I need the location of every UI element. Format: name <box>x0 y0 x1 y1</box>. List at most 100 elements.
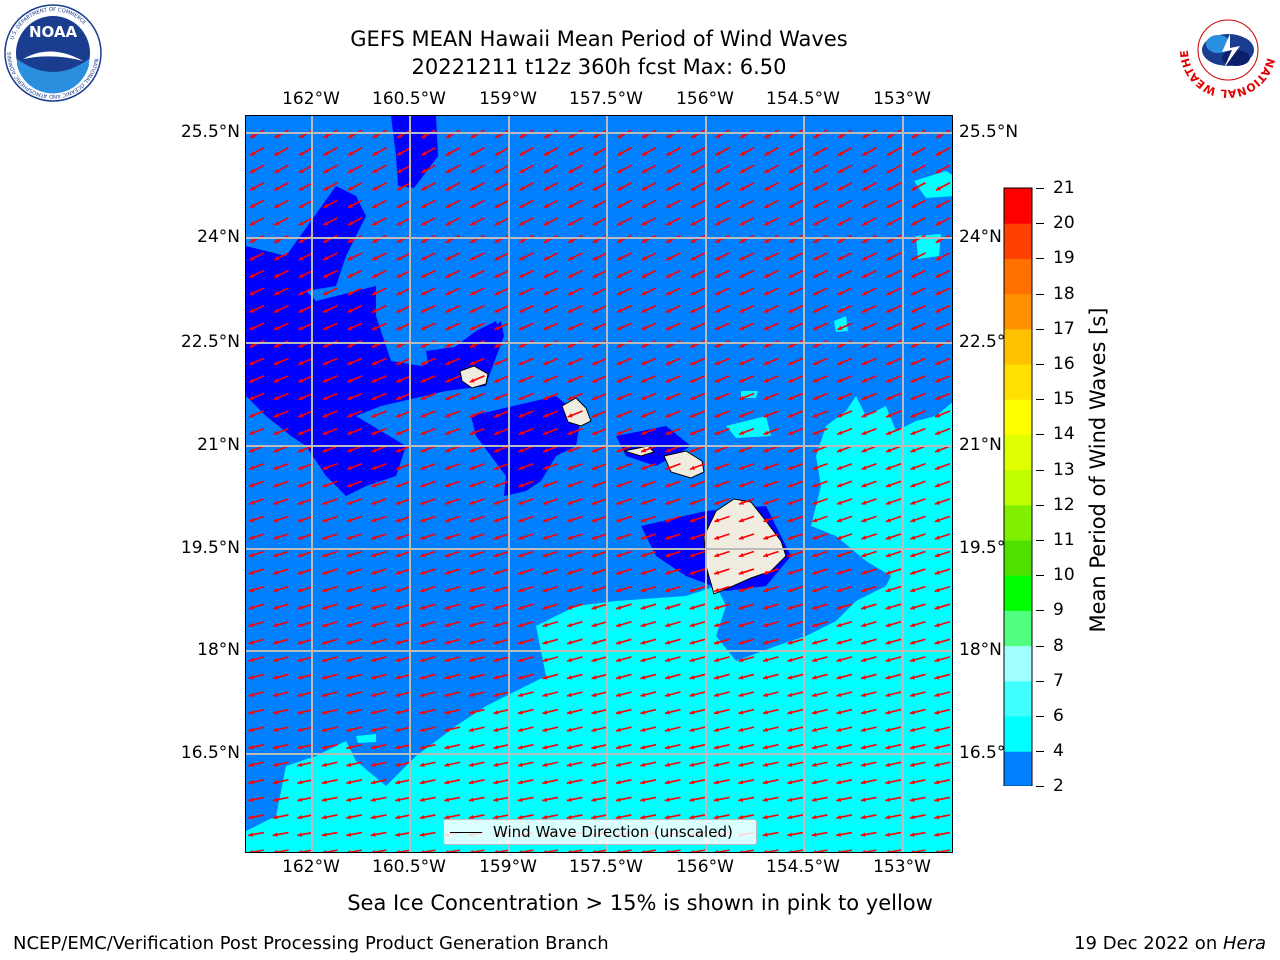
wind-wave-arrow <box>444 814 461 820</box>
colorbar-tick-mark <box>1036 645 1044 647</box>
wind-wave-arrow <box>419 638 436 645</box>
wind-wave-arrow <box>493 498 510 505</box>
wind-wave-arrow <box>297 568 314 575</box>
wind-wave-arrow <box>566 638 583 645</box>
wind-wave-arrow <box>886 182 902 191</box>
wind-wave-arrow <box>591 743 608 750</box>
map-canvas <box>246 116 952 852</box>
wind-wave-arrow <box>248 708 265 715</box>
wind-wave-arrow <box>298 164 314 174</box>
wind-wave-arrow <box>715 182 730 191</box>
wind-wave-arrow <box>861 410 877 418</box>
island-kauai <box>459 365 489 389</box>
wind-wave-arrow <box>860 726 877 732</box>
wind-wave-arrow <box>738 427 755 436</box>
wind-wave-arrow <box>689 620 706 628</box>
wind-wave-arrow <box>910 269 926 279</box>
lon-label-top: 157.5°W <box>569 89 643 109</box>
wind-wave-arrow <box>444 585 461 593</box>
wind-wave-arrow <box>885 691 902 697</box>
wind-wave-arrow <box>689 673 706 680</box>
wind-wave-arrow <box>370 603 387 610</box>
wind-wave-arrow <box>788 304 804 314</box>
wind-wave-arrow <box>862 146 877 157</box>
wind-wave-arrow <box>445 146 461 157</box>
wind-wave-arrow <box>763 427 779 436</box>
wind-wave-arrow <box>444 480 461 488</box>
wind-wave-arrow <box>934 620 951 628</box>
wind-wave-arrow <box>566 779 583 785</box>
wind-wave-arrow <box>567 849 583 852</box>
wind-wave-arrow <box>811 603 828 610</box>
wind-wave-arrow <box>470 164 485 174</box>
wind-wave-arrow <box>420 533 436 540</box>
wind-wave-arrow <box>763 480 779 488</box>
lat-label-left: 22.5°N <box>180 332 240 352</box>
wind-wave-arrow <box>493 462 510 471</box>
wind-wave-arrow <box>321 726 338 732</box>
wind-wave-arrow <box>591 691 608 697</box>
wind-wave-arrow <box>861 427 877 436</box>
wind-wave-arrow <box>493 708 510 715</box>
wind-wave-arrow <box>321 638 338 645</box>
wind-wave-arrow <box>420 427 436 436</box>
wind-wave-arrow <box>444 849 461 852</box>
wind-wave-arrow <box>445 304 461 314</box>
wind-wave-arrow <box>591 779 608 785</box>
wind-wave-arrow <box>640 779 657 785</box>
wind-wave-arrow <box>934 673 951 680</box>
lat-label-left: 21°N <box>197 435 240 455</box>
lon-label-bottom: 154.5°W <box>766 857 840 877</box>
wind-wave-arrow <box>909 814 926 820</box>
wind-wave-arrow <box>322 445 338 453</box>
wind-wave-arrow <box>542 498 559 505</box>
wind-wave-arrow <box>615 620 632 628</box>
wind-wave-arrow <box>396 217 412 226</box>
wind-wave-arrow <box>836 796 853 802</box>
wind-wave-arrow <box>420 217 436 226</box>
wind-wave-arrow <box>567 217 583 226</box>
wind-wave-arrow <box>788 217 804 226</box>
wind-wave-arrow <box>763 357 779 366</box>
wind-wave-arrow <box>738 691 755 697</box>
colorbar-segment <box>1004 434 1032 471</box>
wind-wave-arrow <box>321 814 338 820</box>
wind-wave-arrow <box>787 410 804 418</box>
lat-label-left: 19.5°N <box>180 538 240 558</box>
wind-wave-arrow <box>274 164 289 174</box>
wind-wave-arrow <box>836 392 853 401</box>
wind-wave-arrow <box>518 849 534 852</box>
wind-wave-arrow <box>370 814 387 820</box>
wind-wave-arrow <box>248 410 265 418</box>
wind-wave-arrow <box>885 550 902 558</box>
wind-wave-arrow <box>444 515 461 523</box>
wind-wave-arrow <box>249 199 265 209</box>
wind-wave-arrow <box>885 585 902 593</box>
wind-wave-arrow <box>665 498 681 505</box>
wind-wave-arrow <box>665 849 681 852</box>
wind-wave-arrow <box>762 814 779 820</box>
wind-wave-arrow <box>909 726 926 732</box>
wind-wave-arrow <box>738 743 755 750</box>
wind-wave-arrow <box>273 392 289 401</box>
wind-wave-arrow <box>273 462 289 471</box>
wind-wave-arrow <box>542 427 559 436</box>
wind-wave-arrow <box>347 287 363 296</box>
wind-wave-arrow <box>298 322 314 331</box>
wind-wave-arrow <box>297 831 314 837</box>
low-period-region-west <box>246 186 501 496</box>
wind-wave-arrow <box>811 814 828 820</box>
wind-wave-arrow <box>297 375 314 383</box>
wind-wave-arrow <box>714 199 730 209</box>
wind-wave-arrow <box>640 603 657 610</box>
wind-wave-arrow <box>272 603 289 610</box>
wind-wave-arrow <box>371 287 387 296</box>
wind-wave-arrow <box>420 287 436 296</box>
wind-wave-arrow <box>714 515 730 523</box>
colorbar-svg <box>1003 187 1033 816</box>
wind-wave-arrow <box>738 796 755 802</box>
wind-wave-arrow <box>517 743 534 750</box>
wind-wave-arrow <box>468 708 485 715</box>
wind-wave-arrow <box>616 199 632 209</box>
wind-wave-arrow <box>493 726 510 732</box>
